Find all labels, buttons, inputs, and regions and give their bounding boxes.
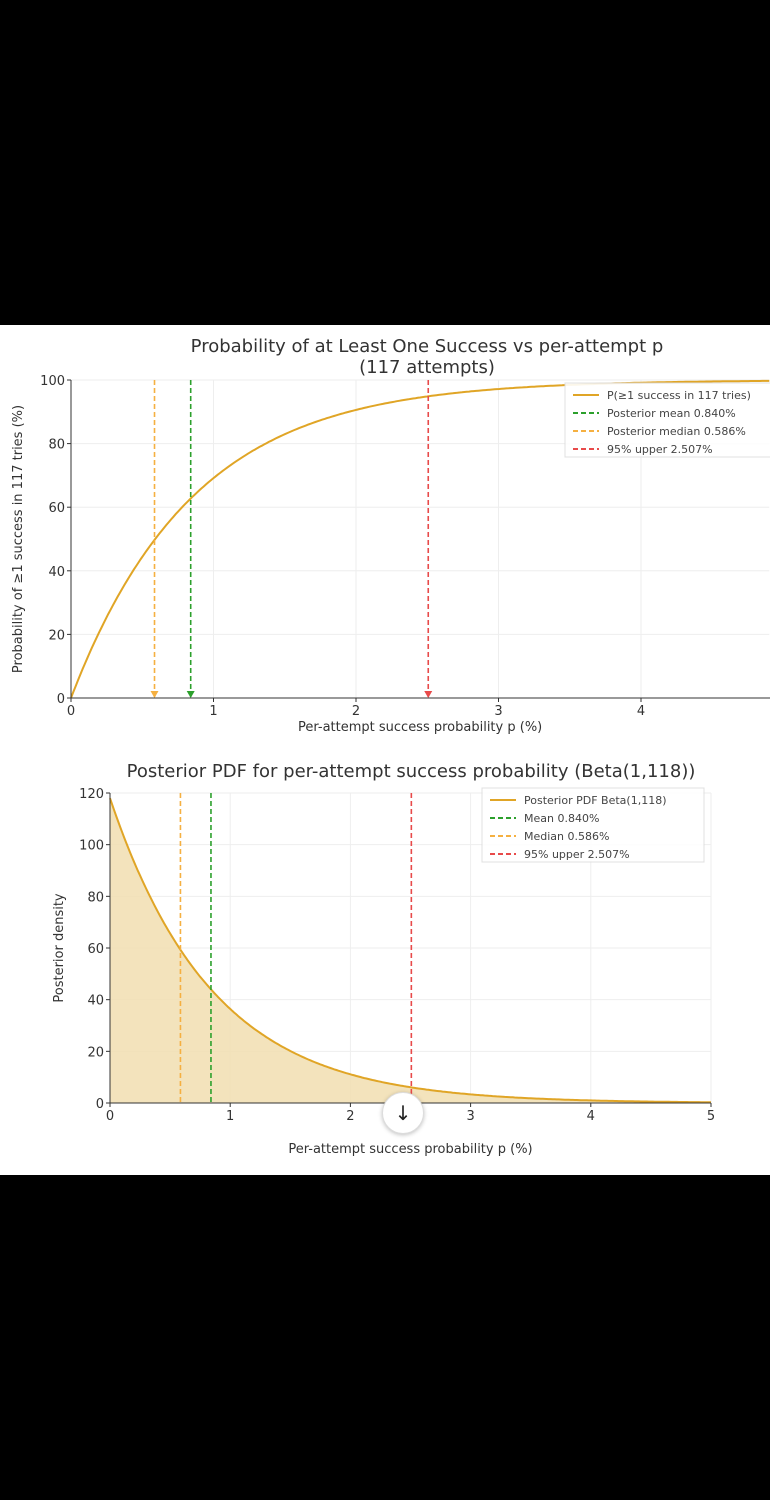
legend-box	[564, 382, 770, 458]
x-tick-label: 1	[226, 1109, 234, 1124]
legend-label: Mean 0.840%	[524, 812, 599, 825]
y-tick-label: 60	[87, 942, 104, 957]
x-tick-label: 0	[67, 704, 75, 719]
chart-title: Posterior PDF for per-attempt success pr…	[127, 761, 696, 782]
legend-label: Posterior median 0.586%	[607, 425, 746, 438]
vline-marker	[424, 691, 433, 698]
x-tick-label: 4	[637, 704, 645, 719]
x-tick-label: 1	[209, 704, 217, 719]
legend-box	[481, 787, 705, 863]
y-tick-label: 120	[79, 787, 104, 802]
vline-marker	[150, 691, 159, 698]
y-tick-label: 60	[48, 501, 65, 516]
y-tick-label: 0	[57, 692, 65, 707]
y-tick-label: 20	[48, 628, 65, 643]
legend-label: Posterior mean 0.840%	[607, 407, 736, 420]
x-tick-label: 3	[466, 1109, 474, 1124]
legend-label: 95% upper 2.507%	[524, 848, 630, 861]
legend-label: P(≥1 success in 117 tries)	[607, 389, 751, 402]
pdf-area	[110, 798, 711, 1103]
y-axis-label: Probability of ≥1 success in 117 tries (…	[11, 405, 26, 673]
legend-label: Posterior PDF Beta(1,118)	[524, 794, 666, 807]
arrow-down-icon: ↓	[394, 1101, 412, 1125]
y-tick-label: 40	[87, 994, 104, 1009]
y-tick-label: 100	[40, 374, 65, 389]
chart-panel: 0 1 2 3 4 0 20 40 60 80 100 Probability of at Least…	[0, 325, 770, 1175]
x-tick-label: 4	[587, 1109, 595, 1124]
vline-marker	[186, 691, 195, 698]
x-tick-label: 0	[106, 1109, 114, 1124]
legend-label: Median 0.586%	[524, 830, 609, 843]
y-tick-label: 0	[96, 1097, 104, 1112]
x-tick-label: 3	[494, 704, 502, 719]
y-tick-label: 80	[48, 438, 65, 453]
y-axis-label: Posterior density	[52, 893, 67, 1003]
y-tick-label: 40	[48, 565, 65, 580]
x-axis-label: Per-attempt success probability p (%)	[298, 720, 542, 735]
x-tick-label: 2	[352, 704, 360, 719]
legend-label: 95% upper 2.507%	[607, 443, 713, 456]
chart-title: Probability of at Least One Success vs p…	[191, 336, 664, 357]
y-tick-label: 100	[79, 839, 104, 854]
chart-subtitle: (117 attempts)	[359, 357, 495, 378]
x-tick-label: 5	[707, 1109, 715, 1124]
scroll-down-button[interactable]: ↓	[382, 1092, 424, 1134]
x-tick-label: 2	[346, 1109, 354, 1124]
x-axis-label: Per-attempt success probability p (%)	[288, 1142, 532, 1157]
y-tick-label: 80	[87, 890, 104, 905]
y-tick-label: 20	[87, 1045, 104, 1060]
series-line	[70, 379, 770, 699]
